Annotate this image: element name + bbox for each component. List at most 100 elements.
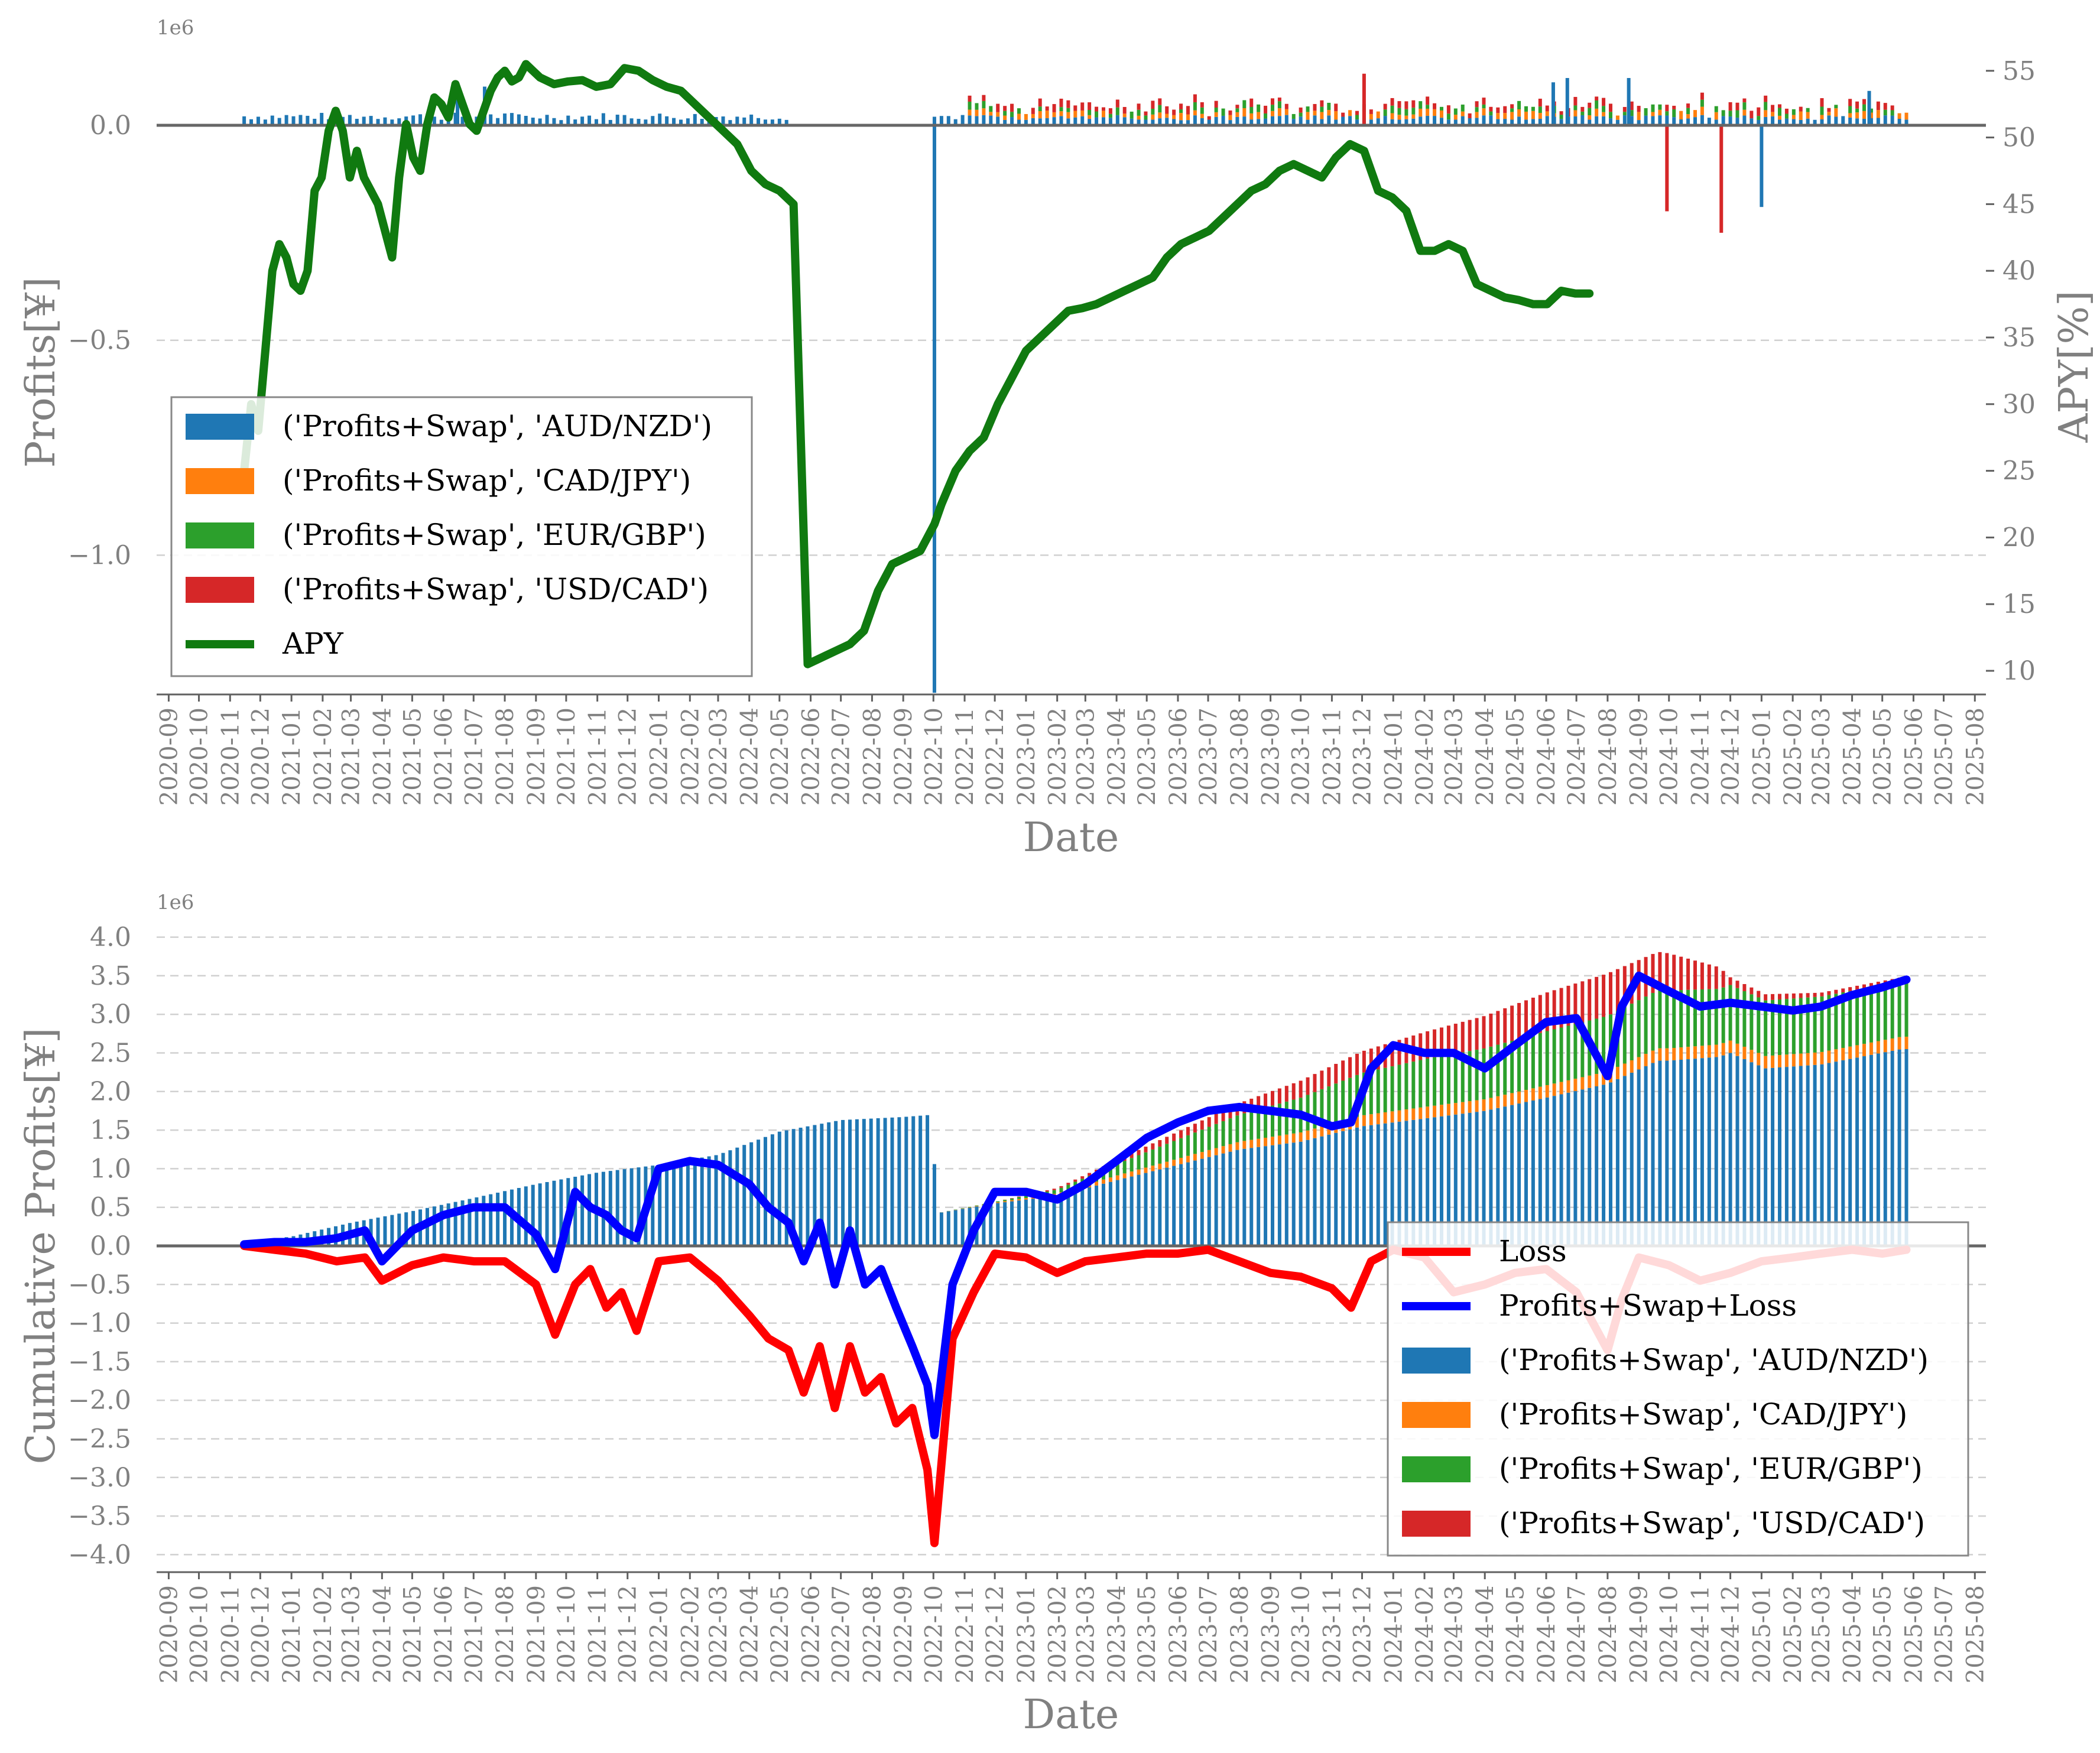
bottom-bar xyxy=(813,1125,817,1246)
top-bar xyxy=(601,113,605,125)
bottom-bar xyxy=(841,1119,845,1246)
bottom-bar xyxy=(1369,1071,1373,1115)
x-tick-label: 2024-07 xyxy=(1563,1585,1591,1683)
bottom-bar xyxy=(482,1196,486,1246)
bottom-bar xyxy=(1566,1092,1570,1246)
top-bar xyxy=(1115,107,1119,115)
bottom-bar xyxy=(1313,1092,1317,1129)
bottom-bar xyxy=(834,1121,838,1246)
bottom-bar xyxy=(1904,1037,1908,1049)
top-y2-ticks: 55 50 45 40 35 30 25 20 15 10 xyxy=(1986,56,2036,686)
top-bar xyxy=(1277,98,1281,102)
bottom-bar xyxy=(1017,1197,1021,1199)
bottom-bar xyxy=(1869,1054,1873,1246)
top-bar xyxy=(1186,120,1190,125)
x-tick-label: 2020-11 xyxy=(217,1585,244,1683)
x-tick-label: 2022-04 xyxy=(736,1585,764,1683)
top-bar xyxy=(1813,119,1817,125)
top-bar xyxy=(1151,119,1155,125)
bottom-bar xyxy=(1728,985,1732,1041)
bottom-bar xyxy=(1221,1153,1225,1246)
x-tick-label: 2023-04 xyxy=(1103,1585,1131,1683)
bottom-bar xyxy=(1813,1052,1817,1065)
bottom-bar xyxy=(1876,1053,1880,1246)
top-bar xyxy=(968,115,972,125)
x-tick-label: 2022-06 xyxy=(798,1585,825,1683)
bottom-bar xyxy=(946,1211,950,1246)
top-bar xyxy=(1165,106,1169,114)
top-bar xyxy=(1221,108,1225,116)
top-bar xyxy=(1390,98,1394,106)
bottom-bar xyxy=(1771,994,1775,1000)
x-tick-label: 2021-02 xyxy=(310,707,337,806)
bottom-bar xyxy=(1257,1096,1261,1110)
bottom-bar xyxy=(1460,1102,1465,1114)
top-bar xyxy=(1869,112,1873,119)
x-tick-label: 2021-07 xyxy=(460,707,488,806)
bottom-bar xyxy=(1052,1189,1056,1190)
bottom-bar xyxy=(1115,1180,1119,1246)
bottom-bar xyxy=(1707,989,1711,1046)
top-legend-swatch-cad-jpy xyxy=(186,468,254,494)
bottom-legend-swatch-usd-cad xyxy=(1402,1511,1471,1537)
bottom-bar xyxy=(1066,1183,1070,1185)
x-tick-label: 2023-01 xyxy=(1013,1585,1040,1683)
bottom-bar xyxy=(1200,1158,1204,1246)
top-bar xyxy=(383,117,387,125)
bottom-bar xyxy=(876,1118,880,1246)
bottom-bar xyxy=(1848,1046,1852,1059)
top-bar xyxy=(1764,95,1768,102)
bottom-bar xyxy=(1122,1178,1127,1246)
bottom-bar xyxy=(1439,1105,1443,1116)
top-bar xyxy=(1059,116,1063,125)
top-bar xyxy=(1179,113,1183,121)
top-bar xyxy=(1595,116,1599,125)
top-bar xyxy=(1595,100,1599,109)
x-tick-label: 2025-03 xyxy=(1808,1585,1835,1683)
top-bar xyxy=(1644,115,1648,125)
top-bar xyxy=(1151,114,1155,120)
top-bar xyxy=(1088,102,1092,110)
top-bar xyxy=(1433,103,1437,109)
bottom-bar xyxy=(679,1161,683,1246)
bottom-bar xyxy=(1355,1116,1359,1128)
top-bar xyxy=(1095,117,1099,125)
bottom-bar xyxy=(1151,1143,1155,1150)
x-tick-label: 2022-01 xyxy=(646,707,673,806)
bottom-bar xyxy=(1630,1060,1634,1073)
top-bar xyxy=(1038,118,1042,125)
bottom-bar xyxy=(1460,1021,1465,1053)
bottom-bar xyxy=(1144,1173,1148,1246)
bottom-bar xyxy=(1862,1044,1867,1057)
top-bar xyxy=(1658,104,1662,110)
bottom-bar xyxy=(911,1116,916,1246)
bottom-bar xyxy=(1460,1114,1465,1246)
top-y2-tick-label: 10 xyxy=(2002,656,2036,686)
top-bar xyxy=(728,120,732,125)
bottom-bar xyxy=(1299,1080,1303,1098)
top-bar xyxy=(1771,112,1775,116)
top-bar xyxy=(1573,105,1578,111)
bottom-bar xyxy=(1376,1113,1380,1125)
top-bar xyxy=(1404,109,1408,116)
top-bar xyxy=(1095,111,1099,118)
top-bar xyxy=(1890,115,1894,125)
bottom-bar xyxy=(1207,1127,1211,1150)
bottom-bar xyxy=(1313,1138,1317,1246)
bottom-bar xyxy=(1144,1152,1148,1168)
bottom-y-tick-label: −1.5 xyxy=(68,1347,131,1377)
bottom-bar xyxy=(439,1205,443,1246)
bottom-bar xyxy=(468,1199,472,1246)
x-tick-label: 2024-11 xyxy=(1687,707,1715,806)
top-bar xyxy=(376,119,380,125)
top-bar xyxy=(1193,115,1197,125)
bottom-bar xyxy=(1334,1083,1338,1123)
bottom-bar xyxy=(1439,1116,1443,1246)
top-bar xyxy=(1757,107,1761,116)
x-tick-label: 2023-04 xyxy=(1103,707,1131,806)
bottom-bar xyxy=(1679,956,1683,991)
bottom-bar xyxy=(1397,1110,1401,1122)
x-tick-label: 2025-06 xyxy=(1900,1585,1927,1683)
top-bar xyxy=(1602,98,1606,106)
bottom-bar xyxy=(1277,1088,1281,1104)
